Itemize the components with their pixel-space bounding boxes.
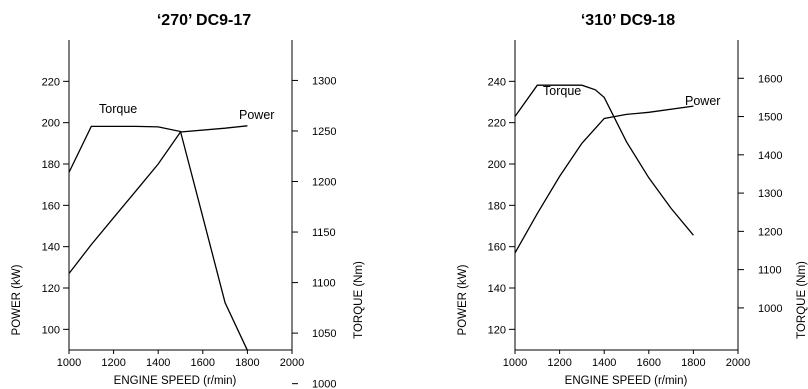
right-tick-label: 1300 [758, 188, 782, 200]
y-axis-left-label: POWER (kW) [11, 264, 23, 335]
right-tick-label: 1000 [758, 303, 782, 315]
y-axis-right-label: TORQUE (Nm) [796, 261, 808, 339]
x-tick-label: 1200 [101, 357, 125, 369]
right-tick-label: 1100 [312, 278, 336, 290]
chart-270: ‘270’ DC9-17 ENGINE SPEED (r/min) POWER … [11, 12, 365, 389]
left-tick-label: 140 [42, 242, 60, 254]
torque-series-label: Torque [99, 102, 137, 116]
right-tick-label: 1600 [758, 73, 782, 85]
right-tick-label: 1300 [312, 75, 336, 87]
x-tick-label: 1400 [592, 357, 616, 369]
chart-310: ‘310’ DC9-18 ENGINE SPEED (r/min) POWER … [457, 12, 808, 387]
chart-title: ‘270’ DC9-17 [157, 12, 251, 29]
x-ticks: 1000 1200 1400 1600 1800 2000 [503, 350, 750, 369]
chart-title: ‘310’ DC9-18 [581, 12, 675, 29]
left-tick-label: 160 [488, 242, 506, 254]
left-tick-label: 220 [488, 118, 506, 130]
x-axis-label: ENGINE SPEED (r/min) [114, 375, 237, 387]
right-tick-label: 1000 [312, 379, 336, 389]
left-ticks: 120 140 160 180 200 220 240 [488, 76, 515, 336]
y-axis-left-label: POWER (kW) [457, 264, 469, 335]
series-lines [68, 125, 248, 351]
right-tick-label: 1050 [312, 328, 336, 340]
y-axis-right-label: TORQUE (Nm) [353, 261, 365, 339]
x-tick-label: 1800 [681, 357, 705, 369]
left-tick-label: 120 [42, 283, 60, 295]
left-tick-label: 140 [488, 283, 506, 295]
right-tick-label: 1100 [758, 265, 782, 277]
left-tick-label: 120 [488, 324, 506, 336]
right-tick-label: 1150 [312, 227, 336, 239]
x-tick-label: 2000 [280, 357, 304, 369]
x-ticks: 1000 1200 1400 1600 1800 2000 [57, 350, 304, 369]
power-curve [68, 125, 248, 274]
left-tick-label: 200 [42, 118, 60, 130]
right-tick-label: 1500 [758, 112, 782, 124]
torque-curve [68, 125, 248, 351]
left-tick-label: 220 [42, 76, 60, 88]
x-tick-label: 1200 [547, 357, 571, 369]
left-tick-label: 200 [488, 159, 506, 171]
left-tick-label: 180 [488, 200, 506, 212]
x-tick-label: 1600 [191, 357, 215, 369]
right-tick-label: 1400 [758, 150, 782, 162]
right-ticks: 1000 1100 1200 1300 1400 1500 1600 [738, 73, 782, 315]
series-lines [514, 84, 694, 254]
x-tick-label: 1000 [57, 357, 81, 369]
left-tick-label: 160 [42, 200, 60, 212]
torque-series-label: Torque [543, 84, 581, 98]
torque-curve [514, 84, 694, 236]
right-ticks: 1000 1050 1100 1150 1200 1250 1300 [292, 75, 336, 389]
left-tick-label: 100 [42, 324, 60, 336]
x-tick-label: 1400 [146, 357, 170, 369]
x-tick-label: 2000 [726, 357, 750, 369]
power-series-label: Power [239, 108, 274, 122]
left-tick-label: 240 [488, 76, 506, 88]
x-tick-label: 1800 [235, 357, 259, 369]
left-ticks: 100 120 140 160 180 200 220 [42, 76, 69, 336]
x-axis-label: ENGINE SPEED (r/min) [565, 375, 688, 387]
x-tick-label: 1000 [503, 357, 527, 369]
left-tick-label: 180 [42, 159, 60, 171]
power-series-label: Power [685, 94, 720, 108]
right-tick-label: 1200 [758, 226, 782, 238]
right-tick-label: 1200 [312, 177, 336, 189]
right-tick-label: 1250 [312, 126, 336, 138]
x-tick-label: 1600 [637, 357, 661, 369]
power-curve [514, 105, 694, 254]
